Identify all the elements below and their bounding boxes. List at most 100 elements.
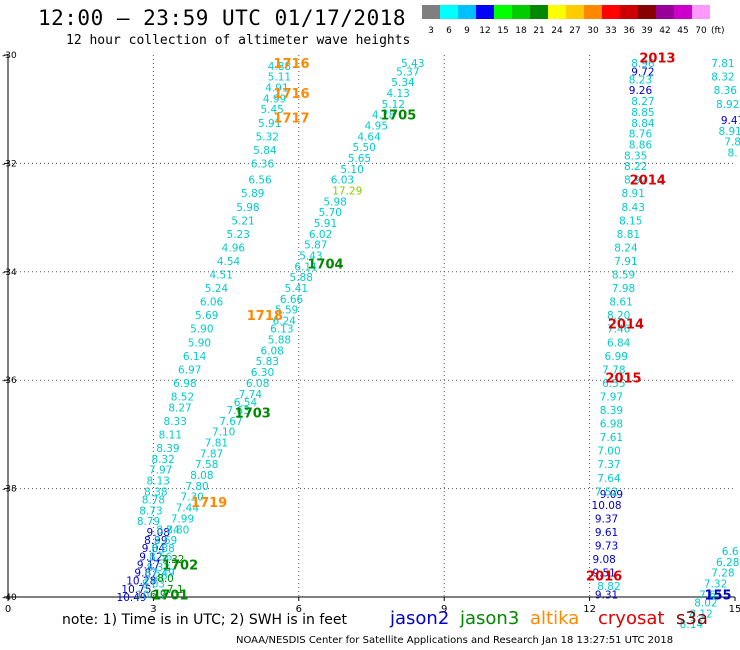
pass-label: 2016 (586, 569, 622, 584)
data-point: 7.80 (166, 524, 189, 536)
legend-swatch (638, 5, 656, 19)
data-point: 6.02 (309, 229, 332, 241)
legend-bin-label: 33 (605, 26, 616, 36)
pass-label: 1702 (162, 558, 198, 573)
data-point: 8.0 (157, 573, 174, 585)
legend-bin-label: 18 (515, 26, 527, 36)
data-point: 17.29 (332, 186, 362, 198)
data-point: 7.58 (195, 459, 218, 471)
data-point: 7.67 (219, 416, 242, 428)
legend-swatch (476, 5, 494, 19)
data-point: 5.12 (382, 99, 405, 111)
data-point: 6.54 (234, 397, 258, 409)
data-point: 7.87 (200, 448, 223, 460)
data-point: 7.80 (185, 481, 208, 493)
axes: 0 3 6 9 12 15 -30 -32 -34 -36 -38 -40 (2, 51, 740, 615)
data-point: 5.24 (205, 283, 229, 295)
data-point: 8.02 (694, 597, 717, 609)
data-point: 6.13 (270, 324, 293, 336)
data-point: 7.49 (151, 568, 174, 580)
data-point: 5.45 (260, 104, 283, 116)
x-tick-label: 12 (583, 604, 596, 615)
data-point: 9.51 (592, 568, 615, 580)
data-point: 7.52 (595, 486, 618, 498)
data-point: 8.99 (144, 535, 167, 547)
y-tick-label: -32 (2, 159, 17, 169)
data-point: 9.37 (595, 513, 618, 525)
footer-credit: NOAA/NESDIS Center for Satellite Applica… (236, 635, 674, 646)
data-point: 8.84 (156, 524, 180, 536)
data-point: 9.08 (147, 527, 170, 539)
data-point: 4.64 (357, 131, 381, 143)
data-point: 9.04 (142, 543, 166, 555)
data-point: 7.37 (597, 459, 620, 471)
data-point: 5.88 (268, 335, 291, 347)
data-point: 5.90 (188, 337, 211, 349)
data-point: 8.20 (607, 310, 630, 322)
data-point: 9.08 (592, 554, 615, 566)
data-point: 5.84 (253, 145, 277, 157)
data-point: 4.96 (222, 242, 246, 254)
legend-swatch (692, 5, 710, 19)
data-point: 6.03 (331, 175, 354, 187)
data-point: 5.59 (275, 305, 298, 317)
data-point: 4.99 (263, 93, 286, 105)
data-point: 5.98 (236, 202, 259, 214)
legend-bin-label: 21 (533, 26, 544, 36)
data-point: 5.87 (304, 240, 327, 252)
data-point: 8.78 (142, 494, 165, 506)
data-point: 4.95 (365, 120, 388, 132)
chart-title: 12:00 – 23:59 UTC 01/17/2018 (38, 6, 407, 30)
data-point: 7.61 (600, 432, 623, 444)
data-point: 7.97 (600, 391, 623, 403)
data-point: 8.52 (171, 391, 194, 403)
data-point: 6.24 (273, 316, 297, 328)
data-point: 6.97 (178, 364, 201, 376)
legend-unit: (ft) (711, 26, 725, 36)
data-point: 5.91 (258, 118, 281, 130)
data-point: 7.10 (212, 427, 235, 439)
data-point: 8.69 (154, 535, 177, 547)
data-point: 10.75 (121, 584, 151, 596)
data-point: 6.36 (251, 158, 275, 170)
data-point: 7.44 (176, 503, 200, 515)
data-point: 9.47 (721, 115, 740, 127)
data-point: 8.22 (624, 161, 647, 173)
data-point: 5.88 (290, 272, 313, 284)
legend-bin-label: 42 (659, 26, 670, 36)
pass-label: 1701 (152, 588, 188, 603)
pass-labels: 1716 1716 1717 1705 1704 1718 1703 1719 1702 1701… (152, 52, 731, 604)
data-point: 5.50 (353, 142, 376, 154)
data-point: 5.69 (195, 310, 218, 322)
data-point: 5.43 (401, 58, 424, 70)
legend-swatch (422, 5, 440, 19)
data-point: 8.03 (142, 578, 165, 590)
data-point: 7.30 (180, 492, 203, 504)
data-point: 6.11 (294, 261, 317, 273)
y-tick-label: -34 (2, 268, 17, 278)
legend-swatch (584, 5, 602, 19)
legend-bin-label: 70 (695, 26, 707, 36)
legend-cryosat: cryosat (598, 608, 665, 629)
data-point: 9.72 (631, 66, 654, 78)
data-point: 8.43 (622, 202, 645, 214)
chart-subtitle: 12 hour collection of altimeter wave hei… (66, 33, 411, 48)
data-point: 6.55 (602, 378, 625, 390)
legend-swatch (548, 5, 566, 19)
data-point: 7.00 (597, 446, 620, 458)
pass-label: 2013 (639, 52, 675, 67)
x-tick-label: 9 (441, 604, 447, 615)
data-point: 7.46 (607, 324, 631, 336)
legend-swatch (440, 5, 458, 19)
data-point: 8.24 (614, 242, 638, 254)
legend-bin-label: 30 (587, 26, 599, 36)
data-point: 9.31 (595, 589, 618, 601)
data-point: 8.92 (624, 175, 647, 187)
data-point: 7.78 (602, 364, 625, 376)
data-point: 8.11 (159, 429, 182, 441)
data-point: 7.91 (614, 256, 637, 268)
data-point: 4.51 (210, 270, 233, 282)
y-tick-label: -38 (2, 485, 17, 495)
data-point: 4.88 (268, 61, 291, 73)
x-tick-label: 3 (150, 604, 156, 615)
